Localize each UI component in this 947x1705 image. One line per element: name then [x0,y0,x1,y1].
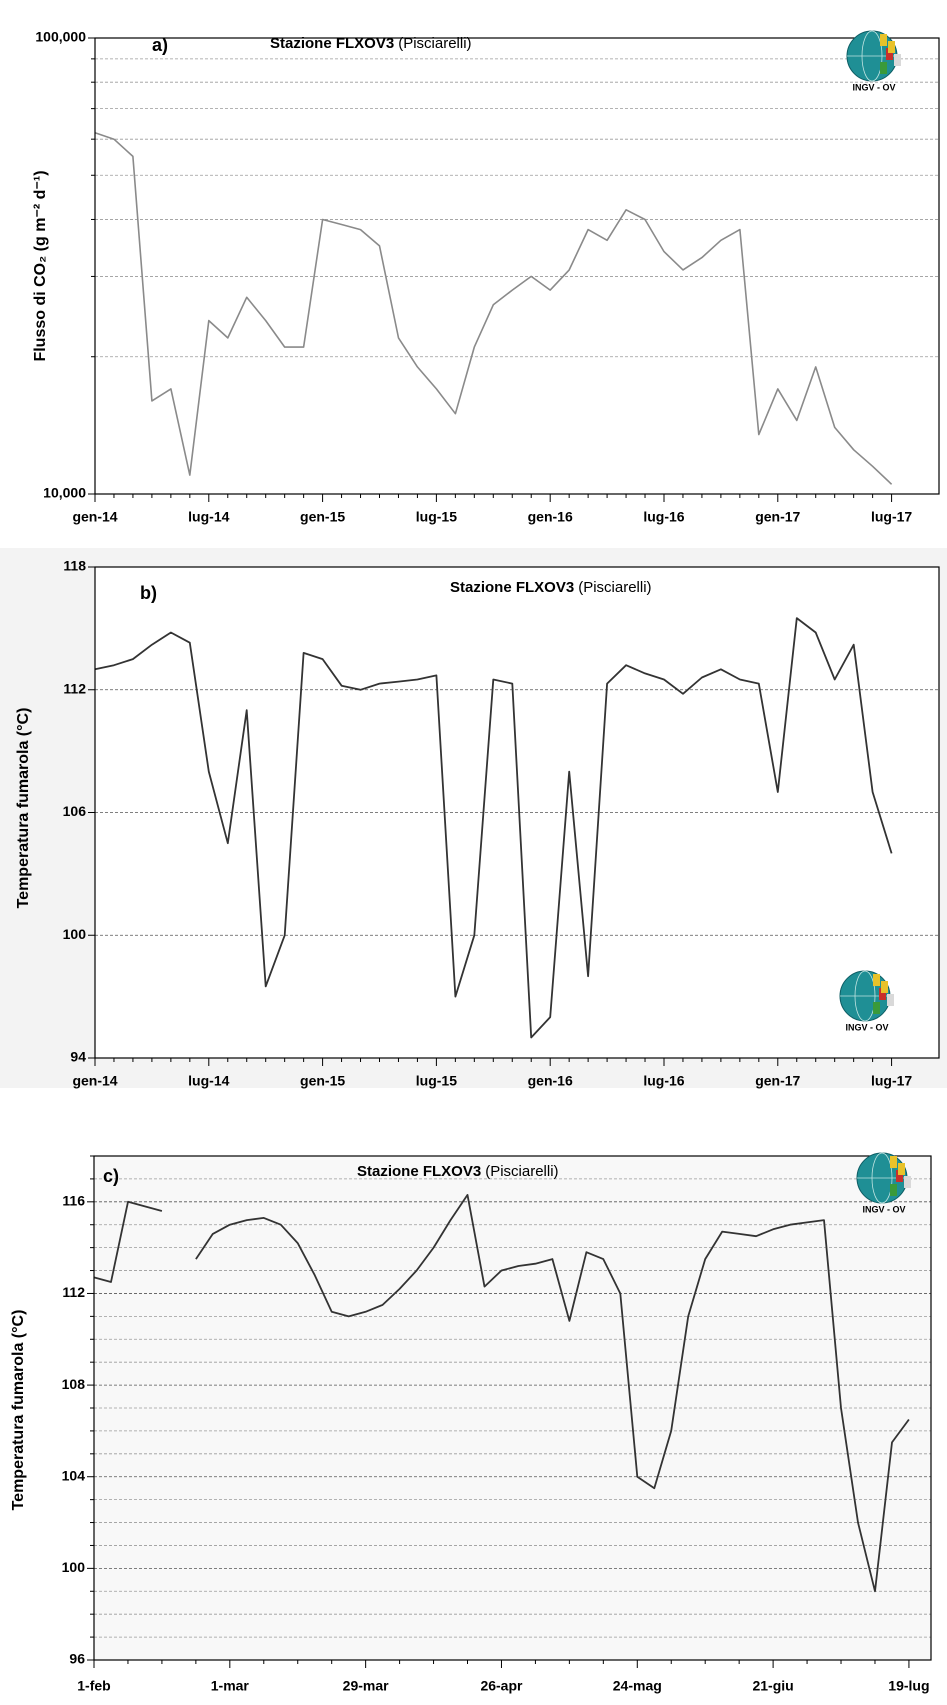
x-tick-label: lug-15 [416,509,457,525]
logo-block [873,974,880,986]
chart-title: Stazione FLXOV3 (Pisciarelli) [270,35,472,52]
y-tick-label: 100 [63,926,87,942]
x-tick-label: lug-15 [416,1073,457,1089]
data-line [94,131,893,485]
logo-text: INGV - OV [845,1022,888,1032]
logo-block [879,988,886,1000]
plot-frame [94,566,940,1059]
logo-block [904,1176,911,1188]
y-axis-label: Temperatura fumarola (°C) [15,708,32,909]
y-tick-label: 94 [70,1049,86,1065]
chart-title: Stazione FLXOV3 (Pisciarelli) [357,1163,559,1180]
logo-block [890,1184,897,1196]
x-tick-label: gen-14 [72,509,117,525]
x-tick-label: gen-17 [755,1073,800,1089]
x-tick-label: 1-feb [77,1678,110,1694]
x-tick-label: 21-giu [752,1678,793,1694]
y-axis-label: Flusso di CO₂ (g m⁻² d⁻¹) [32,170,49,361]
x-tick-label: lug-14 [188,1073,229,1089]
y-tick-label: 106 [63,803,87,819]
x-tick-label: 24-mag [613,1678,662,1694]
y-tick-label: 112 [62,1284,85,1300]
x-tick-label: 1-mar [211,1678,250,1694]
x-tick-label: lug-16 [643,1073,684,1089]
x-tick-label: gen-16 [528,1073,573,1089]
logo-text: INGV - OV [862,1204,905,1214]
x-tick-label: gen-17 [755,509,800,525]
chart-title: Stazione FLXOV3 (Pisciarelli) [450,579,652,596]
x-tick-label: gen-16 [528,509,573,525]
title-station: Stazione FLXOV3 [450,579,574,596]
logo-block [873,1002,880,1014]
x-tick-label: gen-15 [300,1073,345,1089]
logo-text: INGV - OV [852,82,895,92]
panel-label: c) [103,1166,119,1186]
logo-block [881,981,888,993]
logo-block [887,994,894,1006]
y-tick-label: 104 [62,1467,86,1483]
panel-label: b) [140,583,157,603]
data-line [93,1194,910,1593]
title-station: Stazione FLXOV3 [357,1163,481,1180]
logo-block [894,54,901,66]
x-tick-label: gen-15 [300,509,345,525]
x-tick-label: lug-17 [871,509,912,525]
logo-block [880,62,887,74]
logo-block [896,1170,903,1182]
y-tick-label: 100 [62,1559,86,1575]
y-axis-label: Temperatura fumarola (°C) [10,1310,27,1511]
x-tick-label: lug-17 [871,1073,912,1089]
title-site: (Pisciarelli) [485,1163,558,1180]
y-tick-label: 10,000 [43,485,86,501]
data-line [94,617,893,1039]
title-site: (Pisciarelli) [398,35,471,52]
panel-label: a) [152,35,168,55]
logo-block [890,1156,897,1168]
x-tick-label: lug-14 [188,509,229,525]
logo-block [888,41,895,53]
x-tick-label: 19-lug [888,1678,929,1694]
title-station: Stazione FLXOV3 [270,35,394,52]
logo-block [898,1163,905,1175]
x-tick-label: 29-mar [343,1678,389,1694]
logo-block [880,34,887,46]
x-tick-label: 26-apr [480,1678,523,1694]
plot-frame [94,37,940,495]
y-tick-label: 118 [63,558,86,574]
y-tick-label: 96 [69,1651,85,1667]
y-tick-label: 116 [62,1193,85,1209]
plot-area [95,38,939,494]
title-site: (Pisciarelli) [578,579,651,596]
x-tick-label: lug-16 [643,509,684,525]
plot-frame [93,1155,932,1661]
x-tick-label: gen-14 [72,1073,117,1089]
y-tick-label: 108 [62,1376,86,1392]
logo-block [886,48,893,60]
y-tick-label: 112 [63,680,86,696]
y-tick-label: 100,000 [35,29,86,45]
